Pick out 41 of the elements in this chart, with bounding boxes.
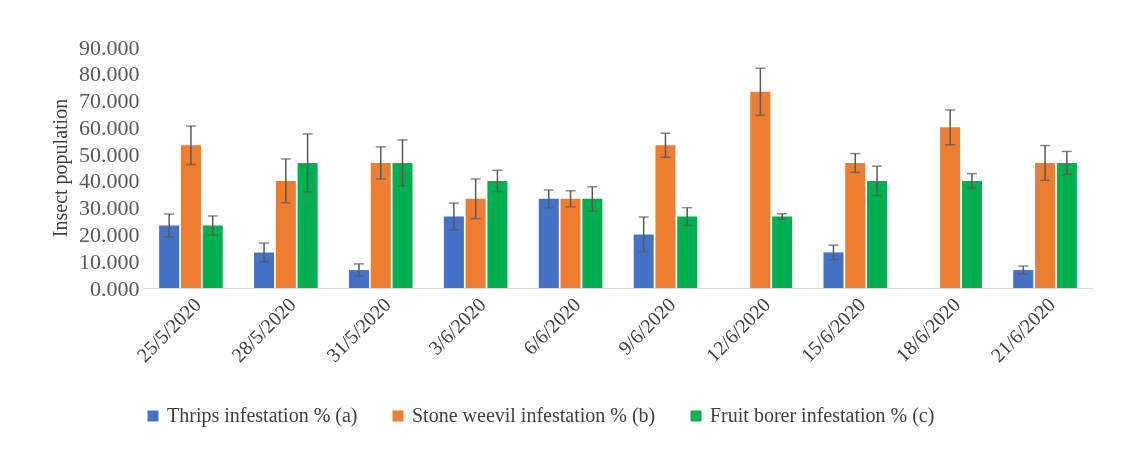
bar bbox=[443, 216, 464, 288]
bar bbox=[159, 225, 180, 288]
bar bbox=[750, 91, 771, 288]
y-tick-label: 0.000 bbox=[90, 275, 140, 301]
bar bbox=[677, 216, 698, 288]
y-tick-label: 50.000 bbox=[79, 141, 140, 167]
legend-label: Stone weevil infestation % (b) bbox=[412, 404, 656, 427]
bar bbox=[633, 234, 654, 288]
legend-label: Thrips infestation % (a) bbox=[167, 404, 358, 427]
y-tick-label: 30.000 bbox=[79, 195, 140, 221]
y-tick-label: 90.000 bbox=[79, 34, 140, 60]
y-tick-label: 10.000 bbox=[79, 248, 140, 274]
bar bbox=[392, 162, 413, 288]
bar bbox=[867, 180, 888, 288]
bar bbox=[655, 145, 676, 288]
y-tick-label: 40.000 bbox=[79, 168, 140, 194]
bar bbox=[1013, 270, 1034, 288]
bar bbox=[538, 198, 559, 288]
bar bbox=[275, 180, 296, 288]
bar bbox=[961, 180, 982, 288]
bar bbox=[348, 270, 369, 288]
bar bbox=[823, 252, 844, 288]
legend-label: Fruit borer infestation % (c) bbox=[710, 404, 935, 427]
bar bbox=[560, 198, 581, 288]
bar bbox=[297, 162, 318, 288]
bar bbox=[254, 252, 275, 288]
bar bbox=[1056, 162, 1077, 288]
bar bbox=[582, 198, 603, 288]
y-tick-label: 80.000 bbox=[79, 61, 140, 87]
bar bbox=[845, 162, 866, 288]
y-tick-label: 70.000 bbox=[79, 88, 140, 114]
bar bbox=[487, 180, 508, 288]
bar bbox=[180, 145, 201, 288]
y-tick-label: 20.000 bbox=[79, 221, 140, 247]
bar bbox=[202, 225, 223, 288]
y-axis-title: Insect population bbox=[49, 98, 72, 238]
bar bbox=[370, 162, 391, 288]
bar bbox=[465, 198, 486, 288]
y-tick-label: 60.000 bbox=[79, 114, 140, 140]
bar bbox=[1035, 162, 1056, 288]
bar bbox=[940, 127, 961, 288]
